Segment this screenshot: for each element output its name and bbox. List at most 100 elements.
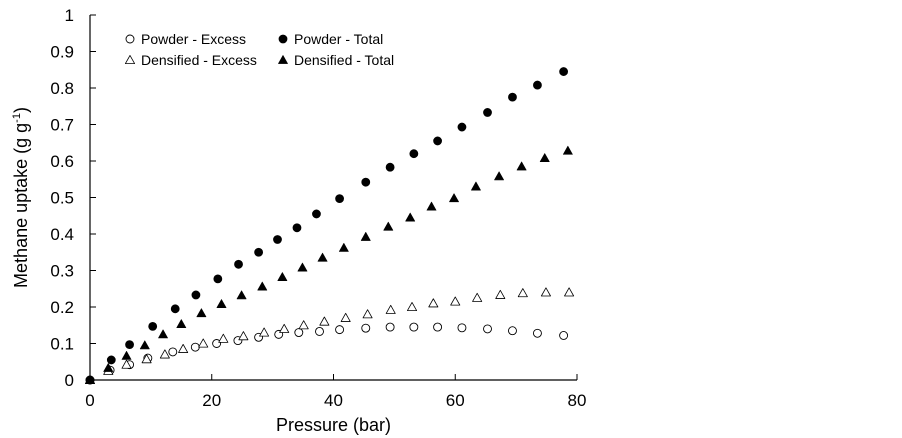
data-point-densified-excess	[428, 298, 439, 308]
y-axis-ticks: 0 0.1 0.2 0.3 0.4 0.5 0.6 0.7 0.8 0.9 1	[50, 6, 96, 390]
series-powder-total	[85, 67, 569, 385]
data-point-densified-total	[257, 281, 268, 291]
y-tick-label: 1	[65, 6, 74, 25]
legend-marker-powder-excess	[125, 34, 135, 44]
data-point-densified-excess	[159, 349, 170, 359]
data-point-powder-total	[234, 259, 243, 269]
data-point-densified-excess	[517, 288, 528, 298]
data-point-powder-total	[457, 122, 467, 132]
data-point-densified-excess	[450, 296, 461, 306]
data-point-densified-excess	[564, 287, 575, 297]
data-point-densified-total	[383, 221, 394, 231]
data-point-powder-total	[433, 136, 442, 146]
y-tick-label: 0.9	[50, 43, 74, 62]
data-point-densified-excess	[319, 316, 330, 326]
data-point-powder-excess	[457, 323, 467, 333]
data-point-powder-excess	[385, 322, 395, 332]
series-powder-excess	[85, 322, 569, 385]
data-point-powder-total	[409, 149, 419, 159]
data-point-powder-excess	[212, 339, 222, 348]
data-point-densified-total	[85, 375, 95, 384]
data-point-densified-total	[216, 299, 227, 308]
data-point-powder-excess	[294, 328, 304, 337]
x-tick-label: 40	[324, 391, 343, 410]
legend: Powder - Excess Powder - Total Densified -…	[125, 31, 394, 68]
data-point-powder-total	[533, 80, 542, 90]
data-point-densified-total	[176, 319, 187, 329]
data-point-powder-total	[292, 223, 302, 233]
series-densified-excess	[85, 287, 575, 385]
y-tick-label: 0.6	[50, 152, 74, 171]
data-point-powder-excess	[315, 327, 324, 336]
data-point-densified-excess	[385, 304, 396, 314]
legend-marker-densified-excess	[125, 55, 136, 64]
data-point-powder-total	[213, 274, 223, 284]
y-tick-label: 0.2	[50, 298, 74, 317]
x-tick-label: 60	[446, 391, 465, 410]
data-point-densified-total	[317, 252, 328, 262]
data-point-powder-excess	[190, 342, 200, 352]
data-point-powder-total	[125, 340, 134, 349]
data-point-densified-total	[516, 161, 527, 171]
data-point-densified-excess	[238, 331, 249, 341]
y-tick-label: 0.3	[50, 262, 74, 281]
y-axis-label: Methane uptake (g g-1)	[11, 107, 31, 288]
data-point-densified-excess	[495, 289, 506, 299]
legend-marker-powder-total	[278, 34, 288, 44]
data-point-powder-total	[273, 235, 282, 244]
data-point-densified-excess	[472, 292, 483, 302]
data-point-powder-total	[335, 194, 344, 203]
legend-marker-densified-total	[278, 55, 288, 64]
data-point-densified-total	[539, 153, 550, 162]
legend-label-densified-excess: Densified - Excess	[141, 52, 257, 68]
data-point-densified-total	[277, 272, 288, 281]
y-tick-label: 0.4	[50, 225, 74, 244]
data-point-densified-total	[158, 329, 168, 339]
x-tick-label: 20	[202, 391, 221, 410]
chart-axes	[89, 15, 577, 381]
data-point-powder-excess	[409, 322, 419, 332]
data-point-powder-excess	[335, 325, 345, 335]
y-tick-label: 0.8	[50, 79, 74, 98]
data-point-densified-total	[139, 340, 150, 350]
data-point-powder-excess	[433, 322, 443, 332]
data-point-densified-total	[338, 242, 349, 252]
data-point-powder-total	[170, 304, 180, 314]
data-point-powder-total	[508, 92, 517, 102]
data-point-densified-excess	[141, 354, 152, 364]
data-point-densified-total	[405, 212, 416, 222]
data-point-powder-excess	[532, 328, 542, 338]
data-point-powder-excess	[361, 323, 371, 333]
y-tick-label: 0.1	[50, 335, 74, 354]
legend-label-powder-total: Powder - Total	[294, 31, 383, 47]
data-point-densified-total	[562, 145, 573, 155]
y-axis-label-end: )	[11, 107, 31, 113]
data-point-densified-excess	[540, 287, 551, 297]
legend-label-powder-excess: Powder - Excess	[141, 31, 246, 47]
data-point-densified-total	[103, 363, 114, 372]
data-point-densified-excess	[407, 301, 418, 312]
y-tick-label: 0.5	[50, 189, 74, 208]
data-point-densified-excess	[279, 323, 290, 333]
x-axis-label: Pressure (bar)	[276, 415, 391, 435]
data-point-powder-total	[361, 177, 371, 187]
data-point-densified-total	[471, 181, 481, 191]
data-point-powder-total	[106, 355, 116, 365]
x-tick-label: 80	[568, 391, 587, 410]
y-tick-label: 0	[65, 371, 74, 390]
data-point-densified-total	[196, 308, 207, 318]
x-tick-label: 0	[85, 391, 94, 410]
data-point-densified-total	[426, 201, 437, 211]
data-point-powder-total	[191, 290, 201, 300]
data-point-powder-excess	[168, 347, 178, 357]
y-axis-label-main: Methane uptake (g g	[11, 123, 31, 288]
data-point-densified-total	[121, 351, 132, 360]
data-point-powder-total	[312, 209, 321, 219]
y-tick-label: 0.7	[50, 116, 74, 135]
data-point-densified-total	[494, 171, 504, 181]
data-point-densified-total	[360, 232, 371, 241]
data-point-powder-total	[483, 108, 492, 117]
data-point-powder-excess	[483, 324, 492, 334]
data-point-densified-total	[236, 290, 247, 300]
